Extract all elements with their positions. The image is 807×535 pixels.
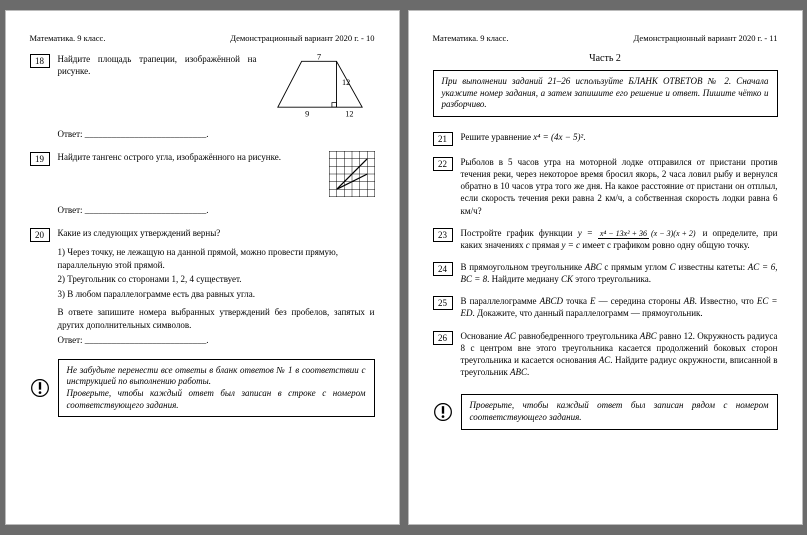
part-title: Часть 2 <box>433 53 778 64</box>
question-number: 26 <box>433 331 453 345</box>
question-number: 19 <box>30 152 50 166</box>
header-subject: Математика. 9 класс. <box>433 33 509 43</box>
question-number: 22 <box>433 157 453 171</box>
statement-2: 2) Треугольник со сторонами 1, 2, 4 суще… <box>58 273 375 286</box>
answer-line: Ответ: ___________________________. <box>58 129 375 139</box>
header-variant: Демонстрационный вариант 2020 г. - 10 <box>230 33 374 43</box>
page-right: Математика. 9 класс. Демонстрационный ва… <box>408 10 803 525</box>
fig-label-top: 7 <box>317 53 321 62</box>
question-19: 19 Найдите тангенс острого угла, изображ… <box>30 151 375 197</box>
question-number: 25 <box>433 296 453 310</box>
fig-label-height: 12 <box>342 78 350 87</box>
fig-label-bottom-b: 12 <box>345 109 353 118</box>
answer-line: Ответ: ___________________________. <box>58 205 375 215</box>
question-23: 23 Постройте график функции y = x⁴ − 13x… <box>433 227 778 251</box>
question-text: Найдите площадь трапеции, изображённой н… <box>58 53 257 77</box>
header-variant: Демонстрационный вариант 2020 г. - 11 <box>634 33 778 43</box>
question-26: 26 Основание AC равнобедренного треуголь… <box>433 330 778 379</box>
question-text: Основание AC равнобедренного треугольник… <box>461 330 778 379</box>
question-number: 21 <box>433 132 453 146</box>
footer-note-row: Проверьте, чтобы каждый ответ был записа… <box>433 394 778 429</box>
exclamation-icon <box>30 378 50 398</box>
statements-list: 1) Через точку, не лежащую на данной пря… <box>58 246 375 300</box>
question-text: Найдите тангенс острого угла, изображённ… <box>58 151 321 163</box>
question-text: Какие из следующих утверждений верны? <box>58 227 375 239</box>
instruction-box: При выполнении заданий 21–26 используйте… <box>433 70 778 117</box>
question-number: 23 <box>433 228 453 242</box>
question-number: 24 <box>433 262 453 276</box>
page-header: Математика. 9 класс. Демонстрационный ва… <box>30 33 375 43</box>
question-number: 18 <box>30 54 50 68</box>
fig-label-bottom-a: 9 <box>305 109 309 118</box>
question-18: 18 Найдите площадь трапеции, изображённо… <box>30 53 375 121</box>
question-text: Рыболов в 5 часов утра на моторной лодке… <box>461 156 778 217</box>
statement-1: 1) Через точку, не лежащую на данной пря… <box>58 246 375 271</box>
question-text: Постройте график функции y = x⁴ − 13x² +… <box>461 227 778 251</box>
question-hint: В ответе запишите номера выбранных утвер… <box>58 306 375 330</box>
question-text: В параллелограмме ABCD точка E — середин… <box>461 295 778 319</box>
question-24: 24 В прямоугольном треугольнике ABC с пр… <box>433 261 778 285</box>
exclamation-icon <box>433 402 453 422</box>
question-25: 25 В параллелограмме ABCD точка E — сере… <box>433 295 778 319</box>
question-number: 20 <box>30 228 50 242</box>
note-box: Не забудьте перенести все ответы в бланк… <box>58 359 375 418</box>
question-21: 21 Решите уравнение x⁴ = (4x − 5)². <box>433 131 778 146</box>
page-left: Математика. 9 класс. Демонстрационный ва… <box>5 10 400 525</box>
grid-figure <box>329 151 375 197</box>
statement-3: 3) В любом параллелограмме есть два равн… <box>58 288 375 301</box>
question-text: Решите уравнение x⁴ = (4x − 5)². <box>461 131 778 143</box>
question-22: 22 Рыболов в 5 часов утра на моторной ло… <box>433 156 778 217</box>
footer-note-row: Не забудьте перенести все ответы в бланк… <box>30 359 375 418</box>
note-box: Проверьте, чтобы каждый ответ был записа… <box>461 394 778 429</box>
question-20: 20 Какие из следующих утверждений верны? <box>30 227 375 242</box>
question-text: В прямоугольном треугольнике ABC с прямы… <box>461 261 778 285</box>
trapezoid-figure: 7 12 9 12 <box>265 53 375 121</box>
header-subject: Математика. 9 класс. <box>30 33 106 43</box>
page-header: Математика. 9 класс. Демонстрационный ва… <box>433 33 778 43</box>
answer-line: Ответ: ___________________________. <box>58 335 375 345</box>
